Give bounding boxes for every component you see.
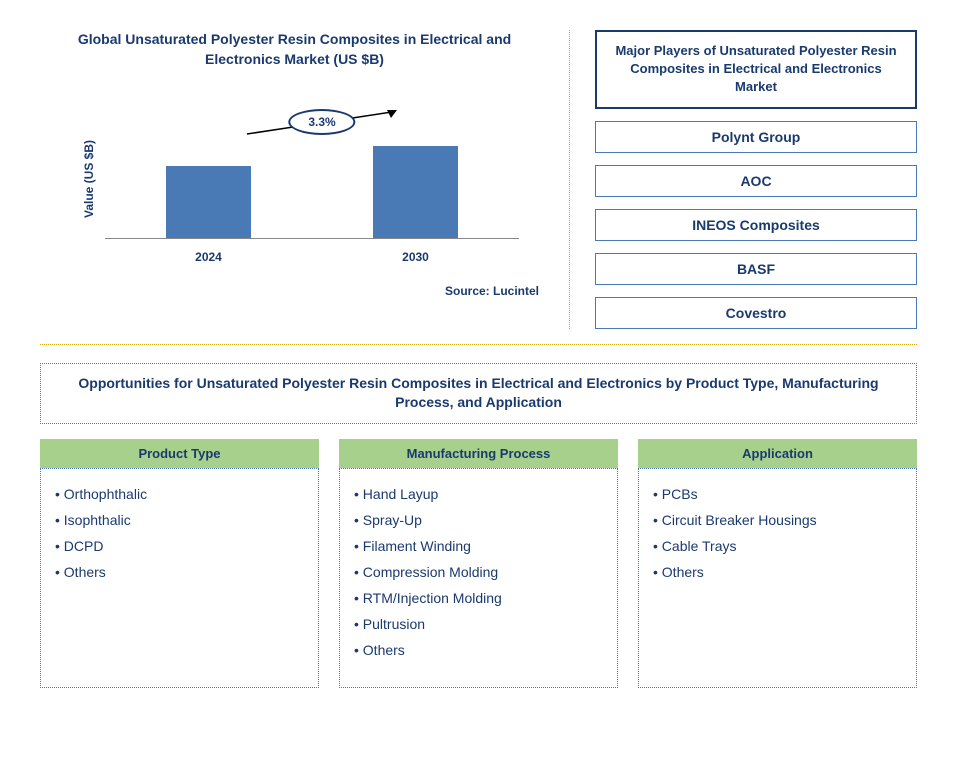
list-item: Circuit Breaker Housings xyxy=(653,507,902,533)
list-item: Isophthalic xyxy=(55,507,304,533)
chart-container: Value (US $B) 3.3% 2024 2030 xyxy=(95,94,549,264)
list-item: Others xyxy=(653,559,902,585)
list-item: Cable Trays xyxy=(653,533,902,559)
column-body: PCBs Circuit Breaker Housings Cable Tray… xyxy=(638,468,917,688)
list-item: Others xyxy=(354,637,603,663)
player-item: INEOS Composites xyxy=(595,209,917,241)
list-item: Spray-Up xyxy=(354,507,603,533)
player-item: Covestro xyxy=(595,297,917,329)
players-panel: Major Players of Unsaturated Polyester R… xyxy=(570,30,917,329)
bar-2024 xyxy=(166,166,251,238)
opportunities-title: Opportunities for Unsaturated Polyester … xyxy=(40,363,917,424)
bar-label: 2030 xyxy=(361,250,471,264)
list-item: Orthophthalic xyxy=(55,481,304,507)
list-item: Hand Layup xyxy=(354,481,603,507)
column-header: Product Type xyxy=(40,439,319,468)
column-product-type: Product Type Orthophthalic Isophthalic D… xyxy=(40,439,319,688)
opportunities-columns: Product Type Orthophthalic Isophthalic D… xyxy=(40,439,917,688)
bar-2030 xyxy=(373,146,458,238)
column-body: Hand Layup Spray-Up Filament Winding Com… xyxy=(339,468,618,688)
list-item: Pultrusion xyxy=(354,611,603,637)
chart-title: Global Unsaturated Polyester Resin Compo… xyxy=(40,30,549,69)
player-item: Polynt Group xyxy=(595,121,917,153)
bar-wrap xyxy=(361,146,471,238)
players-title: Major Players of Unsaturated Polyester R… xyxy=(595,30,917,109)
list-item: DCPD xyxy=(55,533,304,559)
bar-wrap xyxy=(154,166,264,238)
player-item: BASF xyxy=(595,253,917,285)
column-header: Application xyxy=(638,439,917,468)
source-label: Source: Lucintel xyxy=(40,284,549,298)
list-item: PCBs xyxy=(653,481,902,507)
top-row: Global Unsaturated Polyester Resin Compo… xyxy=(40,30,917,345)
list-item: RTM/Injection Molding xyxy=(354,585,603,611)
opportunities-section: Opportunities for Unsaturated Polyester … xyxy=(40,363,917,688)
chart-panel: Global Unsaturated Polyester Resin Compo… xyxy=(40,30,570,329)
column-body: Orthophthalic Isophthalic DCPD Others xyxy=(40,468,319,688)
bar-labels: 2024 2030 xyxy=(105,250,519,264)
player-item: AOC xyxy=(595,165,917,197)
bar-label: 2024 xyxy=(154,250,264,264)
list-item: Others xyxy=(55,559,304,585)
column-manufacturing-process: Manufacturing Process Hand Layup Spray-U… xyxy=(339,439,618,688)
list-item: Compression Molding xyxy=(354,559,603,585)
list-item: Filament Winding xyxy=(354,533,603,559)
y-axis-label: Value (US $B) xyxy=(82,140,96,218)
column-header: Manufacturing Process xyxy=(339,439,618,468)
bars-area xyxy=(105,119,519,239)
column-application: Application PCBs Circuit Breaker Housing… xyxy=(638,439,917,688)
